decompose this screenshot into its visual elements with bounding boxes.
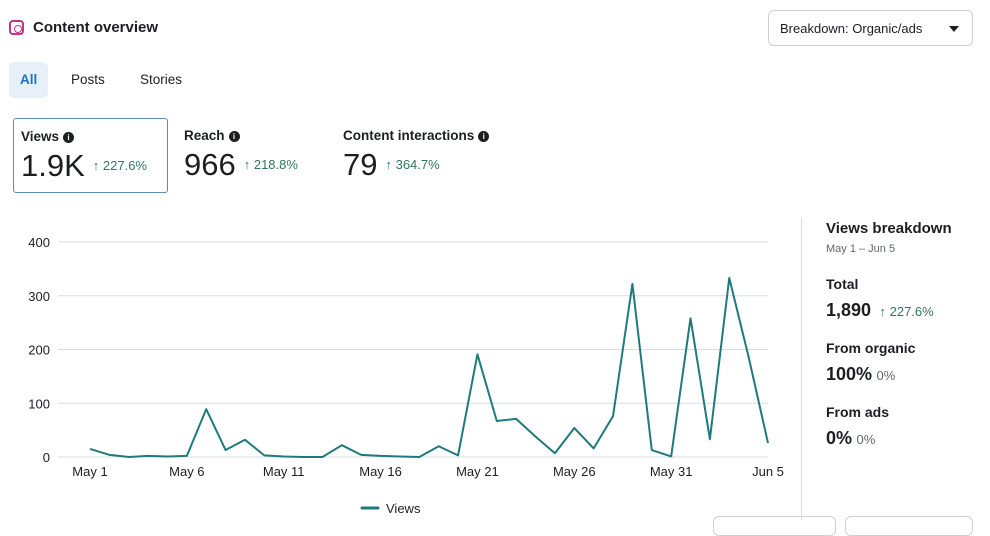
page-title: Content overview xyxy=(33,19,159,36)
organic-label: From organic xyxy=(826,340,916,356)
x-tick-label: Jun 5 xyxy=(752,464,784,479)
instagram-icon xyxy=(9,20,24,35)
y-tick-label: 0 xyxy=(43,450,50,465)
tab-all[interactable]: All xyxy=(9,62,49,98)
tab-posts[interactable]: Posts xyxy=(71,72,105,87)
metric-change: ↑ 364.7% xyxy=(385,157,440,172)
organic-value: 100% xyxy=(826,364,873,384)
metric-label: Content interactions xyxy=(343,128,475,143)
metric-change: ↑ 227.6% xyxy=(92,158,147,173)
y-tick-label: 300 xyxy=(28,289,50,304)
x-tick-label: May 16 xyxy=(359,464,402,479)
info-icon[interactable]: i xyxy=(228,131,240,142)
metric-views[interactable]: Views i 1.9K ↑ 227.6% xyxy=(13,118,168,193)
total-change: ↑ 227.6% xyxy=(879,304,934,319)
breakdown-title: Views breakdown xyxy=(826,220,952,237)
x-tick-label: May 1 xyxy=(72,464,107,479)
ads-value: 0% xyxy=(826,428,853,448)
bottom-button[interactable] xyxy=(845,516,973,536)
y-tick-label: 200 xyxy=(28,343,50,358)
series-line-views xyxy=(89,277,769,458)
metric-value: 79 xyxy=(343,147,378,182)
metric-label: Views xyxy=(21,129,60,144)
caret-down-icon xyxy=(949,26,959,32)
ads-change: 0% xyxy=(856,432,876,447)
breakdown-range: May 1 – Jun 5 xyxy=(826,243,896,255)
views-line-chart: 0 100 200 300 400 May 1 May 6 May 11 May 16 May 2… xyxy=(28,235,784,516)
organic-change: 0% xyxy=(876,368,896,383)
breakdown-label: Breakdown: Organic/ads xyxy=(780,21,923,36)
metric-value: 966 xyxy=(184,147,236,182)
x-tick-label: May 11 xyxy=(263,464,305,479)
metric-value: 1.9K xyxy=(21,148,85,183)
x-tick-label: May 21 xyxy=(456,464,499,479)
y-tick-label: 400 xyxy=(28,235,50,250)
x-tick-label: May 6 xyxy=(169,464,204,479)
x-tick-label: May 26 xyxy=(553,464,596,479)
legend-label: Views xyxy=(386,501,421,516)
ads-label: From ads xyxy=(826,404,890,420)
metric-reach[interactable]: Reach i 966 ↑ 218.8% xyxy=(177,118,332,193)
metric-label: Reach xyxy=(184,128,225,143)
metric-content-interactions[interactable]: Content interactions i 79 ↑ 364.7% xyxy=(336,118,516,193)
total-value: 1,890 xyxy=(826,300,872,320)
bottom-button[interactable] xyxy=(713,516,836,536)
y-tick-label: 100 xyxy=(28,396,50,411)
metric-change: ↑ 218.8% xyxy=(243,157,298,172)
info-icon[interactable]: i xyxy=(63,132,75,143)
total-label: Total xyxy=(826,276,859,292)
divider xyxy=(801,217,802,520)
tab-stories[interactable]: Stories xyxy=(140,72,183,87)
info-icon[interactable]: i xyxy=(478,131,490,142)
breakdown-dropdown[interactable]: Breakdown: Organic/ads xyxy=(768,10,973,46)
x-tick-label: May 31 xyxy=(650,464,693,479)
